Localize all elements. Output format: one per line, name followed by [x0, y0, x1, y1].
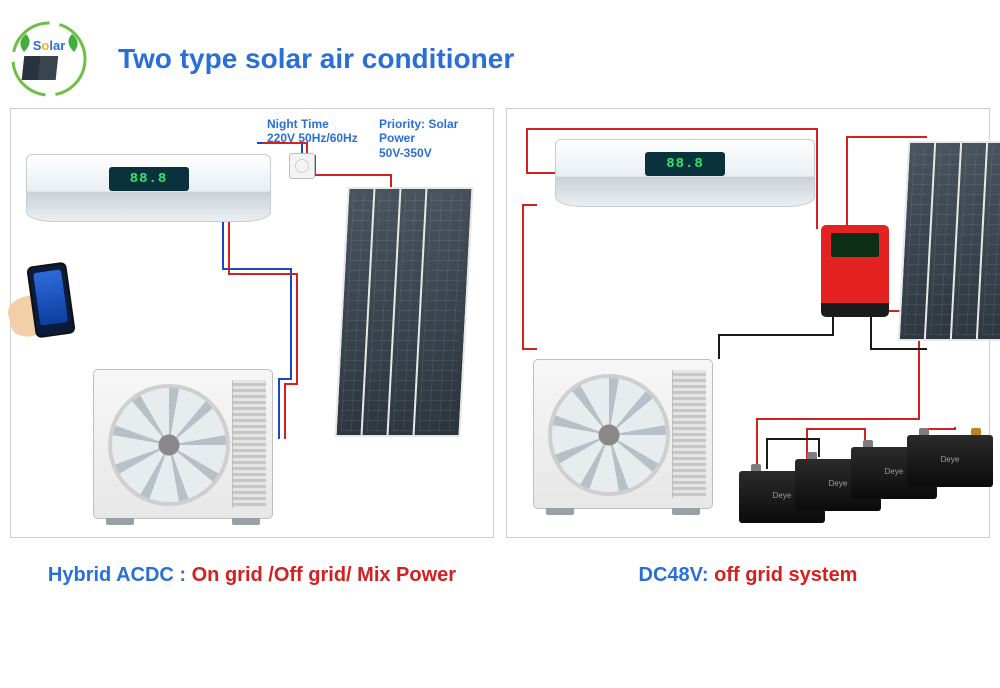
ac-outdoor-unit — [93, 369, 273, 519]
solar-logo: Solar — [10, 20, 88, 98]
label-line: 220V 50Hz/60Hz — [267, 131, 358, 145]
ac-indoor-unit: 88.8 — [26, 154, 271, 222]
ac-indoor-unit: 88.8 — [555, 139, 815, 207]
caption-prefix: Hybrid ACDC : — [48, 564, 192, 586]
label-priority-solar: Priority: Solar Power 50V-350V — [379, 117, 493, 160]
diagram-panels: Night Time 220V 50Hz/60Hz Priority: Sola… — [0, 108, 1000, 538]
page-title: Two type solar air conditioner — [118, 43, 514, 75]
label-line: Priority: Solar Power — [379, 117, 493, 146]
power-socket-icon — [289, 153, 315, 179]
solar-charge-controller — [821, 225, 889, 317]
panel-hybrid-acdc: Night Time 220V 50Hz/60Hz Priority: Sola… — [10, 108, 494, 538]
caption-right: DC48V: off grid system — [506, 564, 990, 587]
header: Solar Two type solar air conditioner — [0, 0, 1000, 108]
svg-text:Solar: Solar — [33, 38, 66, 53]
solar-panel-array — [341, 187, 467, 437]
smartphone-in-hand-icon — [31, 264, 71, 336]
ac-display: 88.8 — [109, 167, 189, 191]
ac-display: 88.8 — [645, 152, 725, 176]
caption-suffix: On grid /Off grid/ Mix Power — [192, 564, 456, 586]
caption-prefix: DC48V: — [639, 564, 715, 586]
solar-panel-array — [903, 141, 1000, 341]
caption-left: Hybrid ACDC : On grid /Off grid/ Mix Pow… — [10, 564, 494, 587]
label-line: Night Time — [267, 117, 358, 131]
panel-dc48v: 88.8 DeyeDeyeDeyeDeye — [506, 108, 990, 538]
caption-suffix: off grid system — [714, 564, 857, 586]
ac-outdoor-unit — [533, 359, 713, 509]
captions-row: Hybrid ACDC : On grid /Off grid/ Mix Pow… — [0, 538, 1000, 587]
label-night-time: Night Time 220V 50Hz/60Hz — [267, 117, 358, 146]
battery: Deye — [907, 435, 993, 487]
label-line: 50V-350V — [379, 146, 493, 160]
